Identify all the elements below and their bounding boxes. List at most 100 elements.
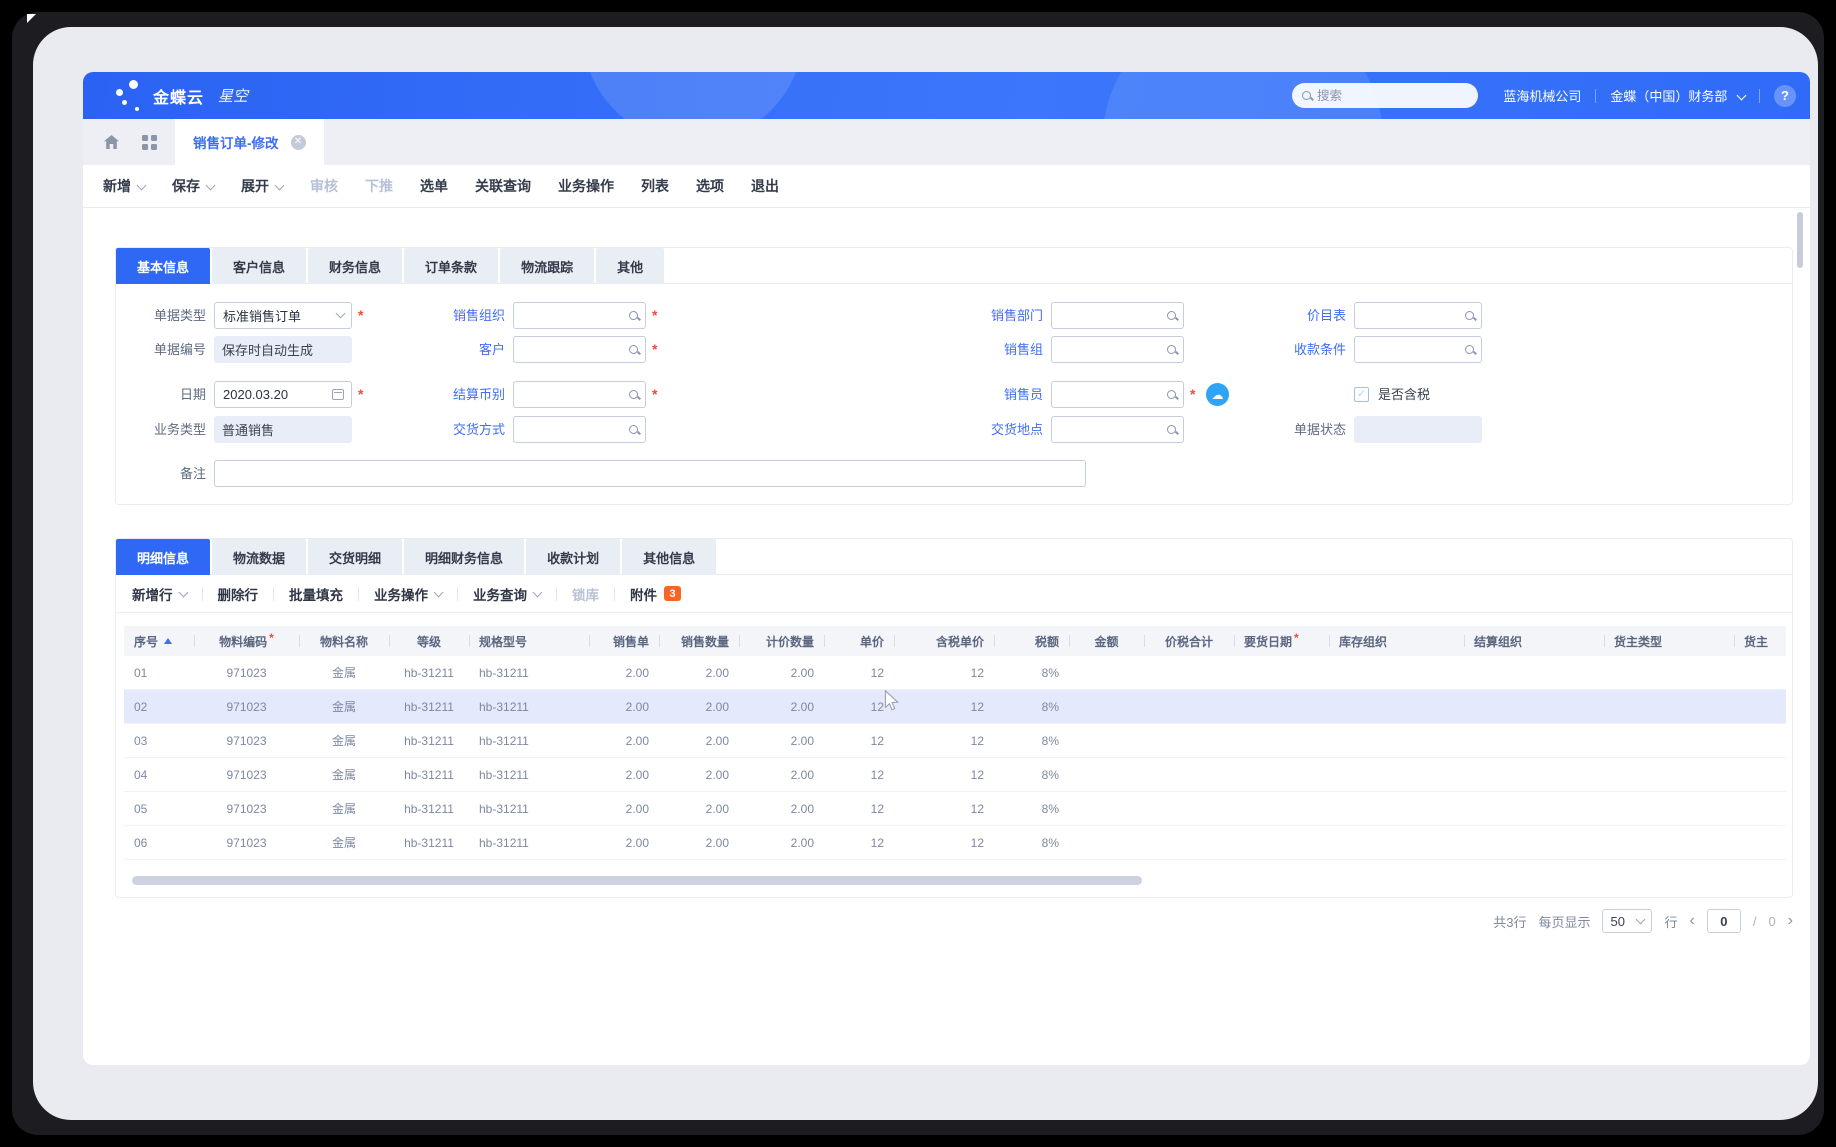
detail-tab-receipt-plan[interactable]: 收款计划 bbox=[526, 539, 621, 575]
column-header-tax-price[interactable]: 含税单价 bbox=[894, 626, 994, 656]
table-row[interactable]: 04 971023 金属 hb-31211 hb-31211 2.00 2.00 2.00 12… bbox=[124, 758, 1786, 792]
customer-input[interactable] bbox=[514, 337, 645, 362]
toolbar-related-query-button[interactable]: 关联查询 bbox=[475, 176, 531, 196]
form-tab-basic-info[interactable]: 基本信息 bbox=[116, 248, 211, 284]
sales-dept-label[interactable]: 销售部门 bbox=[990, 308, 1043, 323]
user-menu[interactable]: 金蝶（中国）财务部 bbox=[1610, 86, 1747, 105]
date-input[interactable] bbox=[215, 382, 351, 407]
column-header-delivery-date[interactable]: 要货日期 * bbox=[1234, 626, 1329, 656]
settlement-currency-field[interactable] bbox=[513, 381, 646, 408]
tab-sales-order-edit[interactable]: 销售订单-修改 ✕ bbox=[175, 119, 324, 165]
cloud-sync-icon[interactable]: ☁ bbox=[1206, 383, 1229, 406]
toolbar-expand-button[interactable]: 展开 bbox=[241, 176, 285, 196]
column-header-total-amount[interactable]: 价税合计 bbox=[1144, 626, 1234, 656]
form-tab-finance-info[interactable]: 财务信息 bbox=[308, 248, 403, 284]
column-header-sales-qty[interactable]: 销售数量 bbox=[659, 626, 739, 656]
vertical-scrollbar[interactable] bbox=[1797, 212, 1803, 268]
help-icon[interactable]: ? bbox=[1774, 84, 1796, 107]
price-list-input[interactable] bbox=[1355, 303, 1481, 328]
table-row[interactable]: 05 971023 金属 hb-31211 hb-31211 2.00 2.00 2.00 12… bbox=[124, 792, 1786, 826]
delivery-place-label[interactable]: 交货地点 bbox=[990, 422, 1043, 437]
toolbar-save-button[interactable]: 保存 bbox=[172, 176, 216, 196]
toolbar-options-button[interactable]: 选项 bbox=[696, 176, 724, 196]
delivery-place-field[interactable] bbox=[1051, 416, 1184, 443]
remark-field[interactable] bbox=[214, 460, 1086, 487]
table-row[interactable]: 06 971023 金属 hb-31211 hb-31211 2.00 2.00 2.00 12… bbox=[124, 826, 1786, 860]
detail-tab-delivery-detail[interactable]: 交货明细 bbox=[308, 539, 403, 575]
form-tab-customer-info[interactable]: 客户信息 bbox=[212, 248, 307, 284]
prev-page-button[interactable]: ‹ bbox=[1689, 912, 1695, 929]
settlement-currency-label[interactable]: 结算币别 bbox=[452, 387, 505, 402]
customer-field[interactable] bbox=[513, 336, 646, 363]
sales-org-label[interactable]: 销售组织 bbox=[452, 308, 505, 323]
form-tab-logistics-tracking[interactable]: 物流跟踪 bbox=[500, 248, 595, 284]
detail-tab-logistics-data[interactable]: 物流数据 bbox=[212, 539, 307, 575]
sales-org-input[interactable] bbox=[514, 303, 645, 328]
next-page-button[interactable]: › bbox=[1787, 912, 1793, 929]
column-header-sales-unit[interactable]: 销售单 bbox=[589, 626, 659, 656]
toolbar-new-button[interactable]: 新增 bbox=[103, 176, 147, 196]
detail-tab-other-info[interactable]: 其他信息 bbox=[622, 539, 717, 575]
horizontal-scrollbar[interactable] bbox=[132, 876, 1142, 885]
apps-grid-icon[interactable] bbox=[139, 132, 159, 152]
detail-toolbar-new-row-button[interactable]: 新增行 bbox=[132, 584, 188, 604]
settlement-currency-input[interactable] bbox=[514, 382, 645, 407]
column-header-material-code[interactable]: 物料编码 * bbox=[194, 626, 299, 656]
toolbar-select-order-button[interactable]: 选单 bbox=[420, 176, 448, 196]
sales-group-field[interactable] bbox=[1051, 336, 1184, 363]
column-header-seq[interactable]: 序号 bbox=[124, 626, 194, 656]
current-page-input[interactable]: 0 bbox=[1706, 909, 1741, 933]
column-header-unit-price[interactable]: 单价 bbox=[824, 626, 894, 656]
column-header-grade[interactable]: 等级 bbox=[389, 626, 469, 656]
tax-included-checkbox[interactable]: ✓ bbox=[1354, 387, 1369, 402]
column-header-stock-org[interactable]: 库存组织 bbox=[1329, 626, 1464, 656]
column-header-material-name[interactable]: 物料名称 bbox=[299, 626, 389, 656]
column-header-owner-type[interactable]: 货主类型 bbox=[1604, 626, 1734, 656]
toolbar-exit-button[interactable]: 退出 bbox=[751, 176, 779, 196]
detail-toolbar-delete-row-button[interactable]: 删除行 bbox=[218, 584, 259, 604]
home-icon[interactable] bbox=[101, 132, 121, 152]
form-tab-order-terms[interactable]: 订单条款 bbox=[404, 248, 499, 284]
page-size-select[interactable]: 50 bbox=[1602, 909, 1653, 933]
remark-input[interactable] bbox=[215, 461, 1085, 486]
sales-group-input[interactable] bbox=[1052, 337, 1183, 362]
detail-tab-detail-info[interactable]: 明细信息 bbox=[116, 539, 211, 575]
toolbar-list-button[interactable]: 列表 bbox=[641, 176, 669, 196]
salesperson-field[interactable] bbox=[1051, 381, 1184, 408]
receipt-condition-input[interactable] bbox=[1355, 337, 1481, 362]
form-tab-other[interactable]: 其他 bbox=[596, 248, 665, 284]
column-header-settle-org[interactable]: 结算组织 bbox=[1464, 626, 1604, 656]
price-list-label[interactable]: 价目表 bbox=[1306, 308, 1346, 323]
column-header-spec-model[interactable]: 规格型号 bbox=[469, 626, 589, 656]
date-field[interactable] bbox=[214, 381, 352, 408]
toolbar-business-operation-button[interactable]: 业务操作 bbox=[558, 176, 614, 196]
column-header-tax[interactable]: 税额 bbox=[994, 626, 1069, 656]
receipt-condition-label[interactable]: 收款条件 bbox=[1293, 342, 1346, 357]
delivery-method-label[interactable]: 交货方式 bbox=[452, 422, 505, 437]
customer-label[interactable]: 客户 bbox=[478, 342, 505, 357]
receipt-condition-field[interactable] bbox=[1354, 336, 1482, 363]
table-row[interactable]: 03 971023 金属 hb-31211 hb-31211 2.00 2.00 2.00 12… bbox=[124, 724, 1786, 758]
column-header-amount[interactable]: 金额 bbox=[1069, 626, 1144, 656]
price-list-field[interactable] bbox=[1354, 302, 1482, 329]
column-header-owner[interactable]: 货主 bbox=[1734, 626, 1786, 656]
global-search[interactable] bbox=[1292, 83, 1478, 108]
detail-tab-detail-finance-info[interactable]: 明细财务信息 bbox=[404, 539, 525, 575]
sales-dept-field[interactable] bbox=[1051, 302, 1184, 329]
document-type-input[interactable] bbox=[215, 303, 351, 328]
detail-toolbar-batch-fill-button[interactable]: 批量填充 bbox=[289, 584, 343, 604]
detail-toolbar-business-query-button[interactable]: 业务查询 bbox=[473, 584, 543, 604]
column-header-pricing-qty[interactable]: 计价数量 bbox=[739, 626, 824, 656]
detail-toolbar-business-operation-button[interactable]: 业务操作 bbox=[374, 584, 444, 604]
salesperson-input[interactable] bbox=[1052, 382, 1183, 407]
table-row[interactable]: 02 971023 金属 hb-31211 hb-31211 2.00 2.00 2.00 12… bbox=[124, 690, 1786, 724]
search-input[interactable] bbox=[1317, 88, 1447, 103]
sales-dept-input[interactable] bbox=[1052, 303, 1183, 328]
document-type-field[interactable] bbox=[214, 302, 352, 329]
table-row[interactable]: 01 971023 金属 hb-31211 hb-31211 2.00 2.00 2.00 12… bbox=[124, 656, 1786, 690]
sales-org-field[interactable] bbox=[513, 302, 646, 329]
sales-group-label[interactable]: 销售组 bbox=[1003, 342, 1043, 357]
tab-close-icon[interactable]: ✕ bbox=[290, 134, 306, 150]
delivery-method-input[interactable] bbox=[514, 417, 645, 442]
delivery-place-input[interactable] bbox=[1052, 417, 1183, 442]
